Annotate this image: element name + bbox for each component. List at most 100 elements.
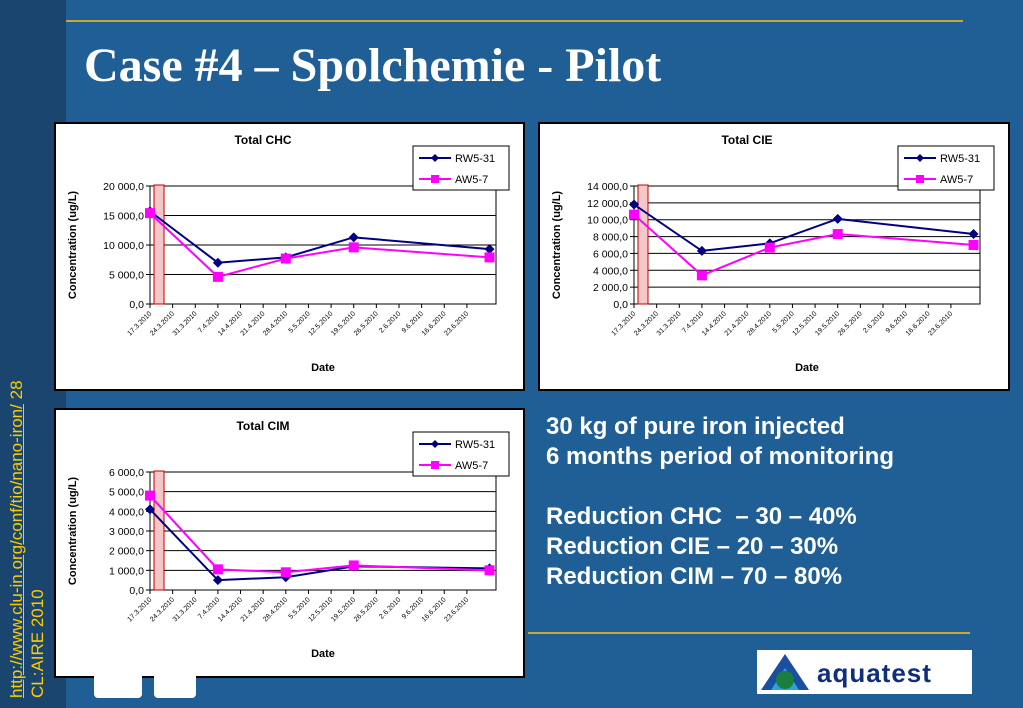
- y-tick-label: 5 000,0: [109, 270, 144, 282]
- data-point: [212, 257, 223, 268]
- y-axis-label: Concentration (ug/L): [67, 191, 79, 299]
- chart-svg: Total CIE 0,0 2 000,0 4 000,0 6 000,0 8 000,0…: [551, 133, 995, 374]
- chart-title: Total CIE: [721, 133, 772, 147]
- note-gap: [546, 472, 894, 502]
- y-tick-label: 6 000,0: [109, 467, 144, 479]
- y-tick-label: 10 000,0: [103, 240, 144, 252]
- side-link-text: http://www.clu-in.org/conf/tio/nano-iron…: [7, 0, 47, 698]
- x-tick-label: 2.6.2010: [378, 596, 402, 620]
- chart-title: Total CIM: [236, 419, 289, 433]
- x-tick-label: 31.3.2010: [172, 310, 199, 337]
- data-point: [832, 213, 843, 224]
- legend-label: RW5-31: [940, 153, 980, 165]
- chart-title: Total CHC: [234, 133, 291, 147]
- chart-svg: Total CHC 0,0 5 000,0 10 000,0 15 000,0 20 00…: [67, 133, 510, 374]
- note-line: Reduction CIM – 70 – 80%: [546, 563, 843, 590]
- x-tick-label: 23.6.2010: [927, 310, 954, 337]
- y-tick-label: 12 000,0: [587, 198, 628, 210]
- top-rule: [66, 20, 963, 22]
- y-tick-label: 10 000,0: [587, 215, 628, 227]
- data-point: [212, 271, 223, 282]
- data-point: [968, 229, 979, 240]
- data-point: [696, 270, 707, 281]
- y-tick-label: 15 000,0: [103, 211, 144, 223]
- data-point: [212, 564, 223, 575]
- data-point: [629, 209, 639, 220]
- injection-marker: [637, 184, 649, 305]
- y-tick-label: 0,0: [129, 299, 144, 311]
- y-tick-label: 4 000,0: [593, 265, 628, 277]
- x-tick-label: 28.4.2010: [746, 310, 773, 337]
- chart-svg: Total CIM 0,0 1 000,0 2 000,0 3 000,0 4 000,0…: [67, 419, 510, 660]
- x-axis-label: Date: [311, 362, 335, 374]
- x-tick-label: 23.6.2010: [443, 310, 470, 337]
- y-tick-label: 8 000,0: [593, 232, 628, 244]
- data-point: [484, 565, 495, 576]
- summary-notes: 30 kg of pure iron injected 6 months per…: [546, 412, 894, 592]
- data-point: [145, 490, 155, 501]
- chart-total-cim: Total CIM 0,0 1 000,0 2 000,0 3 000,0 4 000,0…: [54, 408, 525, 678]
- injection-marker: [153, 470, 165, 591]
- legend-marker: [431, 461, 439, 469]
- data-point: [348, 242, 359, 253]
- data-point: [348, 232, 359, 243]
- y-axis-label: Concentration (ug/L): [551, 191, 563, 299]
- legend-marker: [916, 154, 924, 162]
- data-point: [484, 244, 495, 255]
- x-tick-label: 23.6.2010: [443, 596, 470, 623]
- data-point: [280, 253, 291, 264]
- data-point: [968, 240, 979, 250]
- y-axis-label: Concentration (ug/L): [67, 477, 79, 585]
- x-tick-label: 28.4.2010: [262, 310, 289, 337]
- data-point: [212, 575, 223, 586]
- note-line: 6 months period of monitoring: [546, 443, 894, 470]
- x-tick-label: 26.5.2010: [353, 596, 380, 623]
- x-tick-label: 2.6.2010: [862, 310, 886, 334]
- chart-total-cie: Total CIE 0,0 2 000,0 4 000,0 6 000,0 8 000,0…: [538, 122, 1010, 391]
- plot-area: [633, 185, 981, 305]
- chart-total-chc: Total CHC 0,0 5 000,0 10 000,0 15 000,0 20 00…: [54, 122, 525, 391]
- y-tick-label: 0,0: [129, 585, 144, 597]
- y-tick-label: 5 000,0: [109, 487, 144, 499]
- data-point: [145, 208, 155, 219]
- x-tick-label: 31.3.2010: [656, 310, 683, 337]
- y-tick-label: 14 000,0: [587, 181, 628, 193]
- legend-label: AW5-7: [455, 174, 488, 186]
- legend-box: [412, 431, 510, 477]
- legend-marker: [431, 175, 439, 183]
- data-point: [280, 567, 291, 578]
- page-number: 28: [7, 380, 26, 400]
- data-point: [764, 242, 775, 253]
- data-point: [348, 560, 359, 571]
- slide-title: Case #4 – Spolchemie - Pilot: [84, 39, 662, 92]
- aquatest-logo: aquatest: [757, 650, 972, 694]
- injection-marker: [153, 184, 165, 305]
- x-tick-label: 26.5.2010: [837, 310, 864, 337]
- legend-marker: [431, 440, 439, 448]
- data-point: [832, 229, 843, 240]
- partner-logo-icon: [94, 672, 142, 698]
- note-line: 30 kg of pure iron injected: [546, 413, 845, 440]
- y-tick-label: 0,0: [613, 299, 628, 311]
- x-axis-label: Date: [311, 648, 335, 660]
- y-tick-label: 4 000,0: [109, 506, 144, 518]
- y-tick-label: 2 000,0: [109, 546, 144, 558]
- y-tick-label: 20 000,0: [103, 181, 144, 193]
- legend-label: AW5-7: [455, 460, 488, 472]
- legend-box: [412, 145, 510, 191]
- y-tick-label: 6 000,0: [593, 248, 628, 260]
- logo-text: aquatest: [817, 658, 932, 688]
- x-tick-label: 31.3.2010: [172, 596, 199, 623]
- data-point: [145, 504, 155, 515]
- data-point: [629, 199, 639, 210]
- y-tick-label: 3 000,0: [109, 526, 144, 538]
- data-point: [696, 245, 707, 256]
- x-tick-label: 26.5.2010: [353, 310, 380, 337]
- legend-label: RW5-31: [455, 153, 495, 165]
- data-point: [484, 252, 495, 263]
- bottom-rule: [528, 632, 970, 634]
- y-tick-label: 1 000,0: [109, 565, 144, 577]
- conference-link[interactable]: http://www.clu-in.org/conf/tio/nano-iron…: [7, 404, 26, 698]
- legend-marker: [431, 154, 439, 162]
- legend-label: AW5-7: [940, 174, 973, 186]
